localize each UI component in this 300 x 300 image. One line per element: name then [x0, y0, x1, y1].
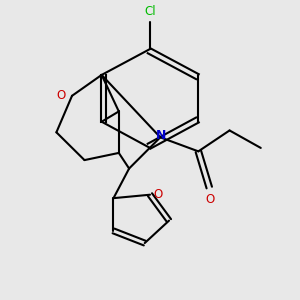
Text: O: O [153, 188, 162, 201]
Text: O: O [56, 89, 65, 102]
Text: N: N [156, 129, 166, 142]
Text: O: O [205, 193, 214, 206]
Text: Cl: Cl [144, 5, 156, 18]
